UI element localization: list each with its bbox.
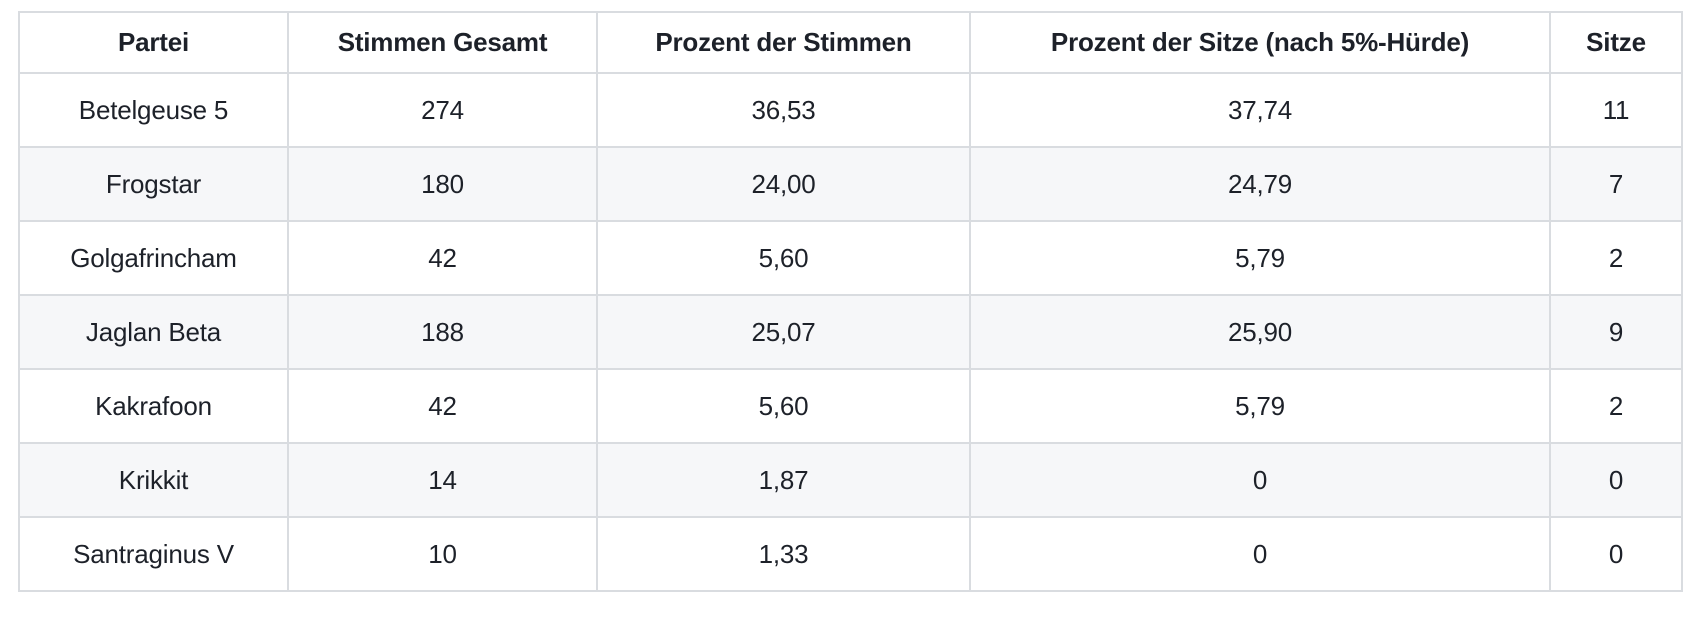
table-cell: 0: [1549, 442, 1683, 518]
table-body: Betelgeuse 5 274 36,53 37,74 11 Frogstar 180 24…: [18, 72, 1683, 592]
election-results-table: Partei Stimmen Gesamt Prozent der Stimmen P…: [18, 11, 1683, 592]
table-row: Krikkit 14 1,87 0 0: [18, 442, 1683, 518]
header-cell-3: Prozent der Sitze (nach 5%-Hürde): [969, 11, 1551, 74]
table-cell: 0: [1549, 516, 1683, 592]
table-cell: 37,74: [969, 72, 1551, 148]
table-cell: 0: [969, 516, 1551, 592]
header-cell-1: Stimmen Gesamt: [287, 11, 598, 74]
header-cell-4: Sitze: [1549, 11, 1683, 74]
table-cell: Golgafrincham: [18, 220, 289, 296]
table-cell: 9: [1549, 294, 1683, 370]
table-row: Betelgeuse 5 274 36,53 37,74 11: [18, 72, 1683, 148]
table-row: Jaglan Beta 188 25,07 25,90 9: [18, 294, 1683, 370]
table-row: Frogstar 180 24,00 24,79 7: [18, 146, 1683, 222]
table-cell: 1,87: [596, 442, 971, 518]
header-cell-0: Partei: [18, 11, 289, 74]
table-cell: 5,79: [969, 220, 1551, 296]
table-cell: 1,33: [596, 516, 971, 592]
table-cell: 10: [287, 516, 598, 592]
table-row: Kakrafoon 42 5,60 5,79 2: [18, 368, 1683, 444]
table-cell: 180: [287, 146, 598, 222]
table-cell: 25,90: [969, 294, 1551, 370]
table-cell: 14: [287, 442, 598, 518]
table-cell: 25,07: [596, 294, 971, 370]
table-cell: Kakrafoon: [18, 368, 289, 444]
table-cell: 5,79: [969, 368, 1551, 444]
header-cell-2: Prozent der Stimmen: [596, 11, 971, 74]
header-row: Partei Stimmen Gesamt Prozent der Stimmen P…: [18, 11, 1683, 74]
table-cell: 2: [1549, 368, 1683, 444]
table-cell: Betelgeuse 5: [18, 72, 289, 148]
table-cell: 5,60: [596, 368, 971, 444]
table-cell: 7: [1549, 146, 1683, 222]
table-cell: 5,60: [596, 220, 971, 296]
table-cell: 36,53: [596, 72, 971, 148]
table-cell: 274: [287, 72, 598, 148]
table-cell: 42: [287, 220, 598, 296]
table-cell: Jaglan Beta: [18, 294, 289, 370]
table-cell: Krikkit: [18, 442, 289, 518]
table-cell: 42: [287, 368, 598, 444]
table-cell: Santraginus V: [18, 516, 289, 592]
table-cell: 11: [1549, 72, 1683, 148]
table-row: Santraginus V 10 1,33 0 0: [18, 516, 1683, 592]
table-row: Golgafrincham 42 5,60 5,79 2: [18, 220, 1683, 296]
table-cell: 2: [1549, 220, 1683, 296]
table-cell: 0: [969, 442, 1551, 518]
table-cell: Frogstar: [18, 146, 289, 222]
table-cell: 24,79: [969, 146, 1551, 222]
table-cell: 24,00: [596, 146, 971, 222]
table-cell: 188: [287, 294, 598, 370]
